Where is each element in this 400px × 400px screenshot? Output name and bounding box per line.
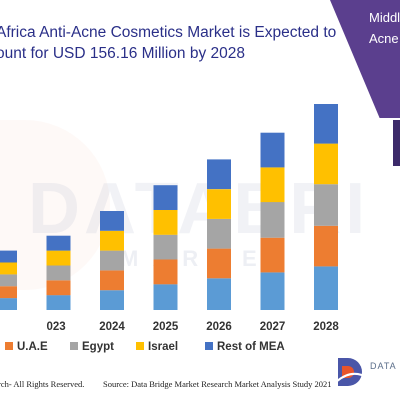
- logo-swoosh: [335, 372, 369, 383]
- watermark-subtext: MARKET: [120, 246, 298, 272]
- legend-swatch-uae: [5, 342, 13, 350]
- x-tick-label-2027: 2027: [260, 321, 286, 333]
- bar-segment-2025-saudi-arabia: [153, 284, 178, 310]
- bar-segment-2025-u-a-e: [153, 259, 178, 285]
- legend-label-uae: U.A.E: [17, 341, 48, 353]
- bar-segment-2025-israel: [153, 210, 178, 235]
- legend-label-rest-of-mea: Rest of MEA: [217, 341, 285, 353]
- bar-segment-2022-u-a-e: [0, 286, 17, 299]
- bar-segment-2023-saudi-arabia: [46, 295, 71, 310]
- bar-segment-2022-saudi-arabia: [0, 298, 17, 310]
- bar-segment-2024-egypt: [100, 250, 124, 271]
- footer-source: Source: Data Bridge Market Research Mark…: [103, 379, 332, 389]
- bar-segment-2024-saudi-arabia: [100, 290, 124, 310]
- x-tick-label-023: 023: [47, 321, 66, 333]
- bar-segment-2028-israel: [314, 143, 338, 185]
- bar-segment-2023-egypt: [46, 265, 71, 281]
- x-tick-label-2025: 2025: [153, 321, 179, 333]
- side-panel-title-line-2: Acne: [369, 31, 399, 46]
- watermark-text: DATABRI: [28, 169, 370, 249]
- bar-segment-2022-egypt: [0, 274, 17, 287]
- bar-segment-2024-rest-of-mea: [100, 211, 124, 231]
- bar-segment-2023-rest-of-mea: [46, 235, 71, 251]
- side-panel-title-line-1: Middl: [369, 10, 400, 25]
- bar-segment-2023-israel: [46, 250, 71, 266]
- bar-segment-2024-u-a-e: [100, 270, 124, 291]
- legend-item-egypt: Egypt: [70, 341, 114, 353]
- bar-segment-2027-egypt: [260, 202, 285, 238]
- bar-segment-2027-saudi-arabia: [260, 272, 285, 310]
- x-tick-label-2026: 2026: [206, 321, 232, 333]
- company-logo: [335, 358, 369, 386]
- bar-segment-2028-saudi-arabia: [314, 266, 338, 310]
- bar-segment-2026-u-a-e: [207, 248, 231, 279]
- legend-item-israel: Israel: [136, 341, 178, 353]
- bar-segment-2022-rest-of-mea: [0, 250, 17, 263]
- bar-segment-2023-u-a-e: [46, 280, 71, 296]
- bar-segment-2028-egypt: [314, 184, 338, 226]
- bar-segment-2027-israel: [260, 167, 285, 203]
- bar-segment-2026-rest-of-mea: [207, 159, 231, 190]
- legend-label-egypt: Egypt: [82, 341, 114, 353]
- x-tick-label-2028: 2028: [313, 321, 339, 333]
- legend-label-israel: Israel: [148, 341, 179, 353]
- chart-title: Africa Anti-Acne Cosmetics Market is Exp…: [0, 22, 337, 64]
- bar-segment-2024-israel: [100, 230, 124, 251]
- bar-segment-2028-u-a-e: [314, 225, 338, 267]
- bar-segment-2025-egypt: [153, 234, 178, 260]
- side-accent-bar: [393, 120, 400, 166]
- legend-swatch-israel: [136, 342, 144, 350]
- chart-tick-labels: 023 2024 2025 2026 2027 2028: [47, 321, 340, 333]
- x-tick-label-2024: 2024: [99, 321, 125, 333]
- bar-segment-2027-rest-of-mea: [260, 132, 285, 168]
- legend-item-rest-of-mea: Rest of MEA: [205, 341, 285, 353]
- side-panel-title: Middl Acne: [369, 7, 400, 49]
- chart-title-line-1: Africa Anti-Acne Cosmetics Market is Exp…: [0, 24, 337, 41]
- chart-title-line-2: ount for USD 156.16 Million by 2028: [0, 45, 246, 62]
- bar-segment-2026-saudi-arabia: [207, 278, 231, 310]
- bar-segment-2026-israel: [207, 189, 231, 219]
- bar-segment-2025-rest-of-mea: [153, 185, 178, 210]
- bar-segment-2022-israel: [0, 262, 17, 275]
- logo-text: DATA BR: [370, 361, 400, 371]
- footer-copyright: rch- All Rights Reserved.: [0, 379, 85, 389]
- legend-swatch-egypt: [70, 342, 78, 350]
- bar-segment-2027-u-a-e: [260, 237, 285, 273]
- bar-segment-2026-egypt: [207, 218, 231, 249]
- bar-segment-2028-rest-of-mea: [314, 104, 338, 144]
- legend-swatch-rest-of-mea: [205, 342, 213, 350]
- chart-bars: [0, 104, 338, 310]
- legend-item-uae: U.A.E: [5, 341, 48, 353]
